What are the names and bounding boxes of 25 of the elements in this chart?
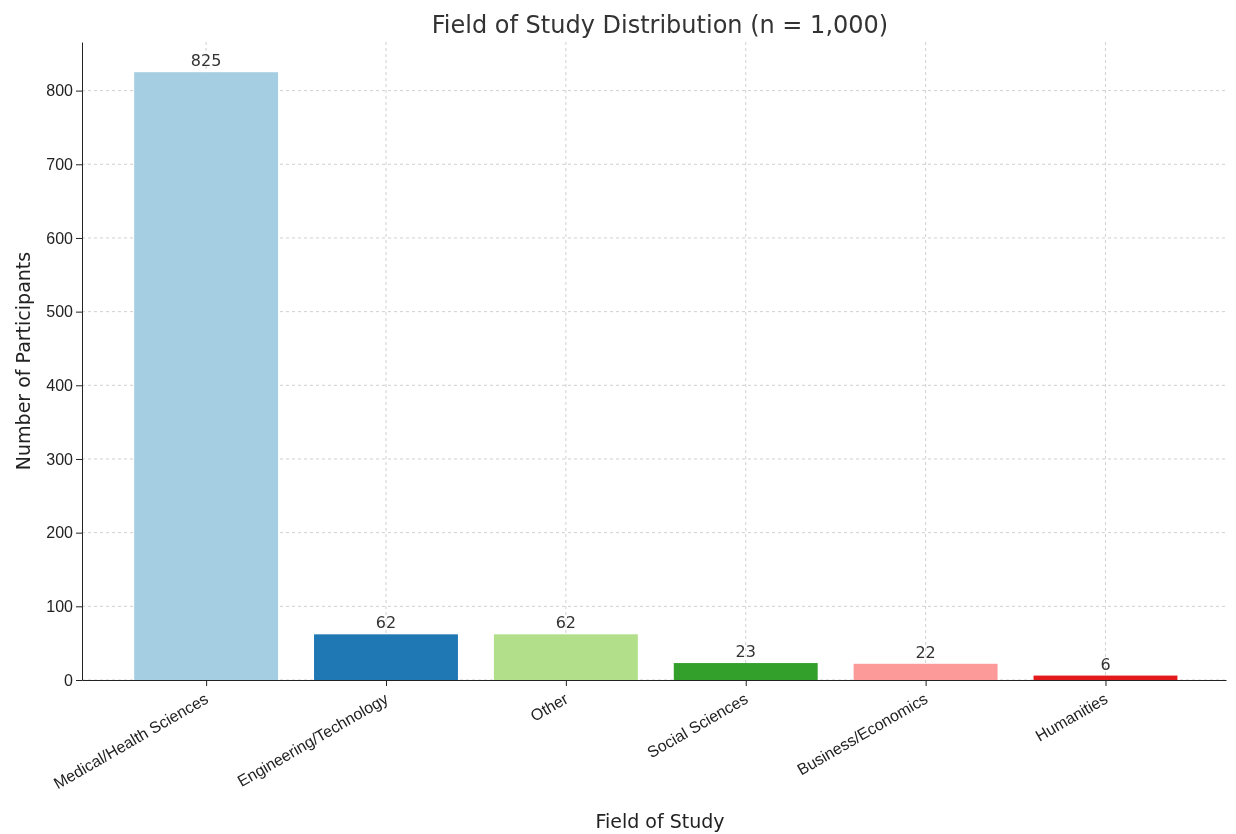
x-tick-label: Other <box>527 689 572 725</box>
y-axis-title: Number of Participants <box>12 251 34 471</box>
chart-title: Field of Study Distribution (n = 1,000) <box>431 11 889 39</box>
y-tick-label: 200 <box>46 524 74 542</box>
data-label: 23 <box>735 642 756 662</box>
data-label: 62 <box>555 613 577 633</box>
y-tick-label: 700 <box>46 155 74 173</box>
data-label: 825 <box>190 51 222 71</box>
bar <box>493 634 638 680</box>
bar <box>853 663 998 680</box>
bar <box>673 663 818 680</box>
y-tick-label: 0 <box>64 671 74 689</box>
y-tick-label: 300 <box>46 450 74 468</box>
y-tick-label: 600 <box>46 229 74 247</box>
data-label: 22 <box>915 642 936 662</box>
y-tick-label: 100 <box>46 597 74 615</box>
bar <box>1033 675 1178 680</box>
data-label: 6 <box>1100 654 1111 674</box>
bar <box>134 72 279 680</box>
data-label: 62 <box>375 613 397 633</box>
y-tick-label: 500 <box>46 303 74 321</box>
y-tick-label: 400 <box>46 376 74 394</box>
y-tick-label: 800 <box>46 82 74 100</box>
x-axis-title: Field of Study <box>595 810 725 832</box>
bar <box>314 634 458 680</box>
